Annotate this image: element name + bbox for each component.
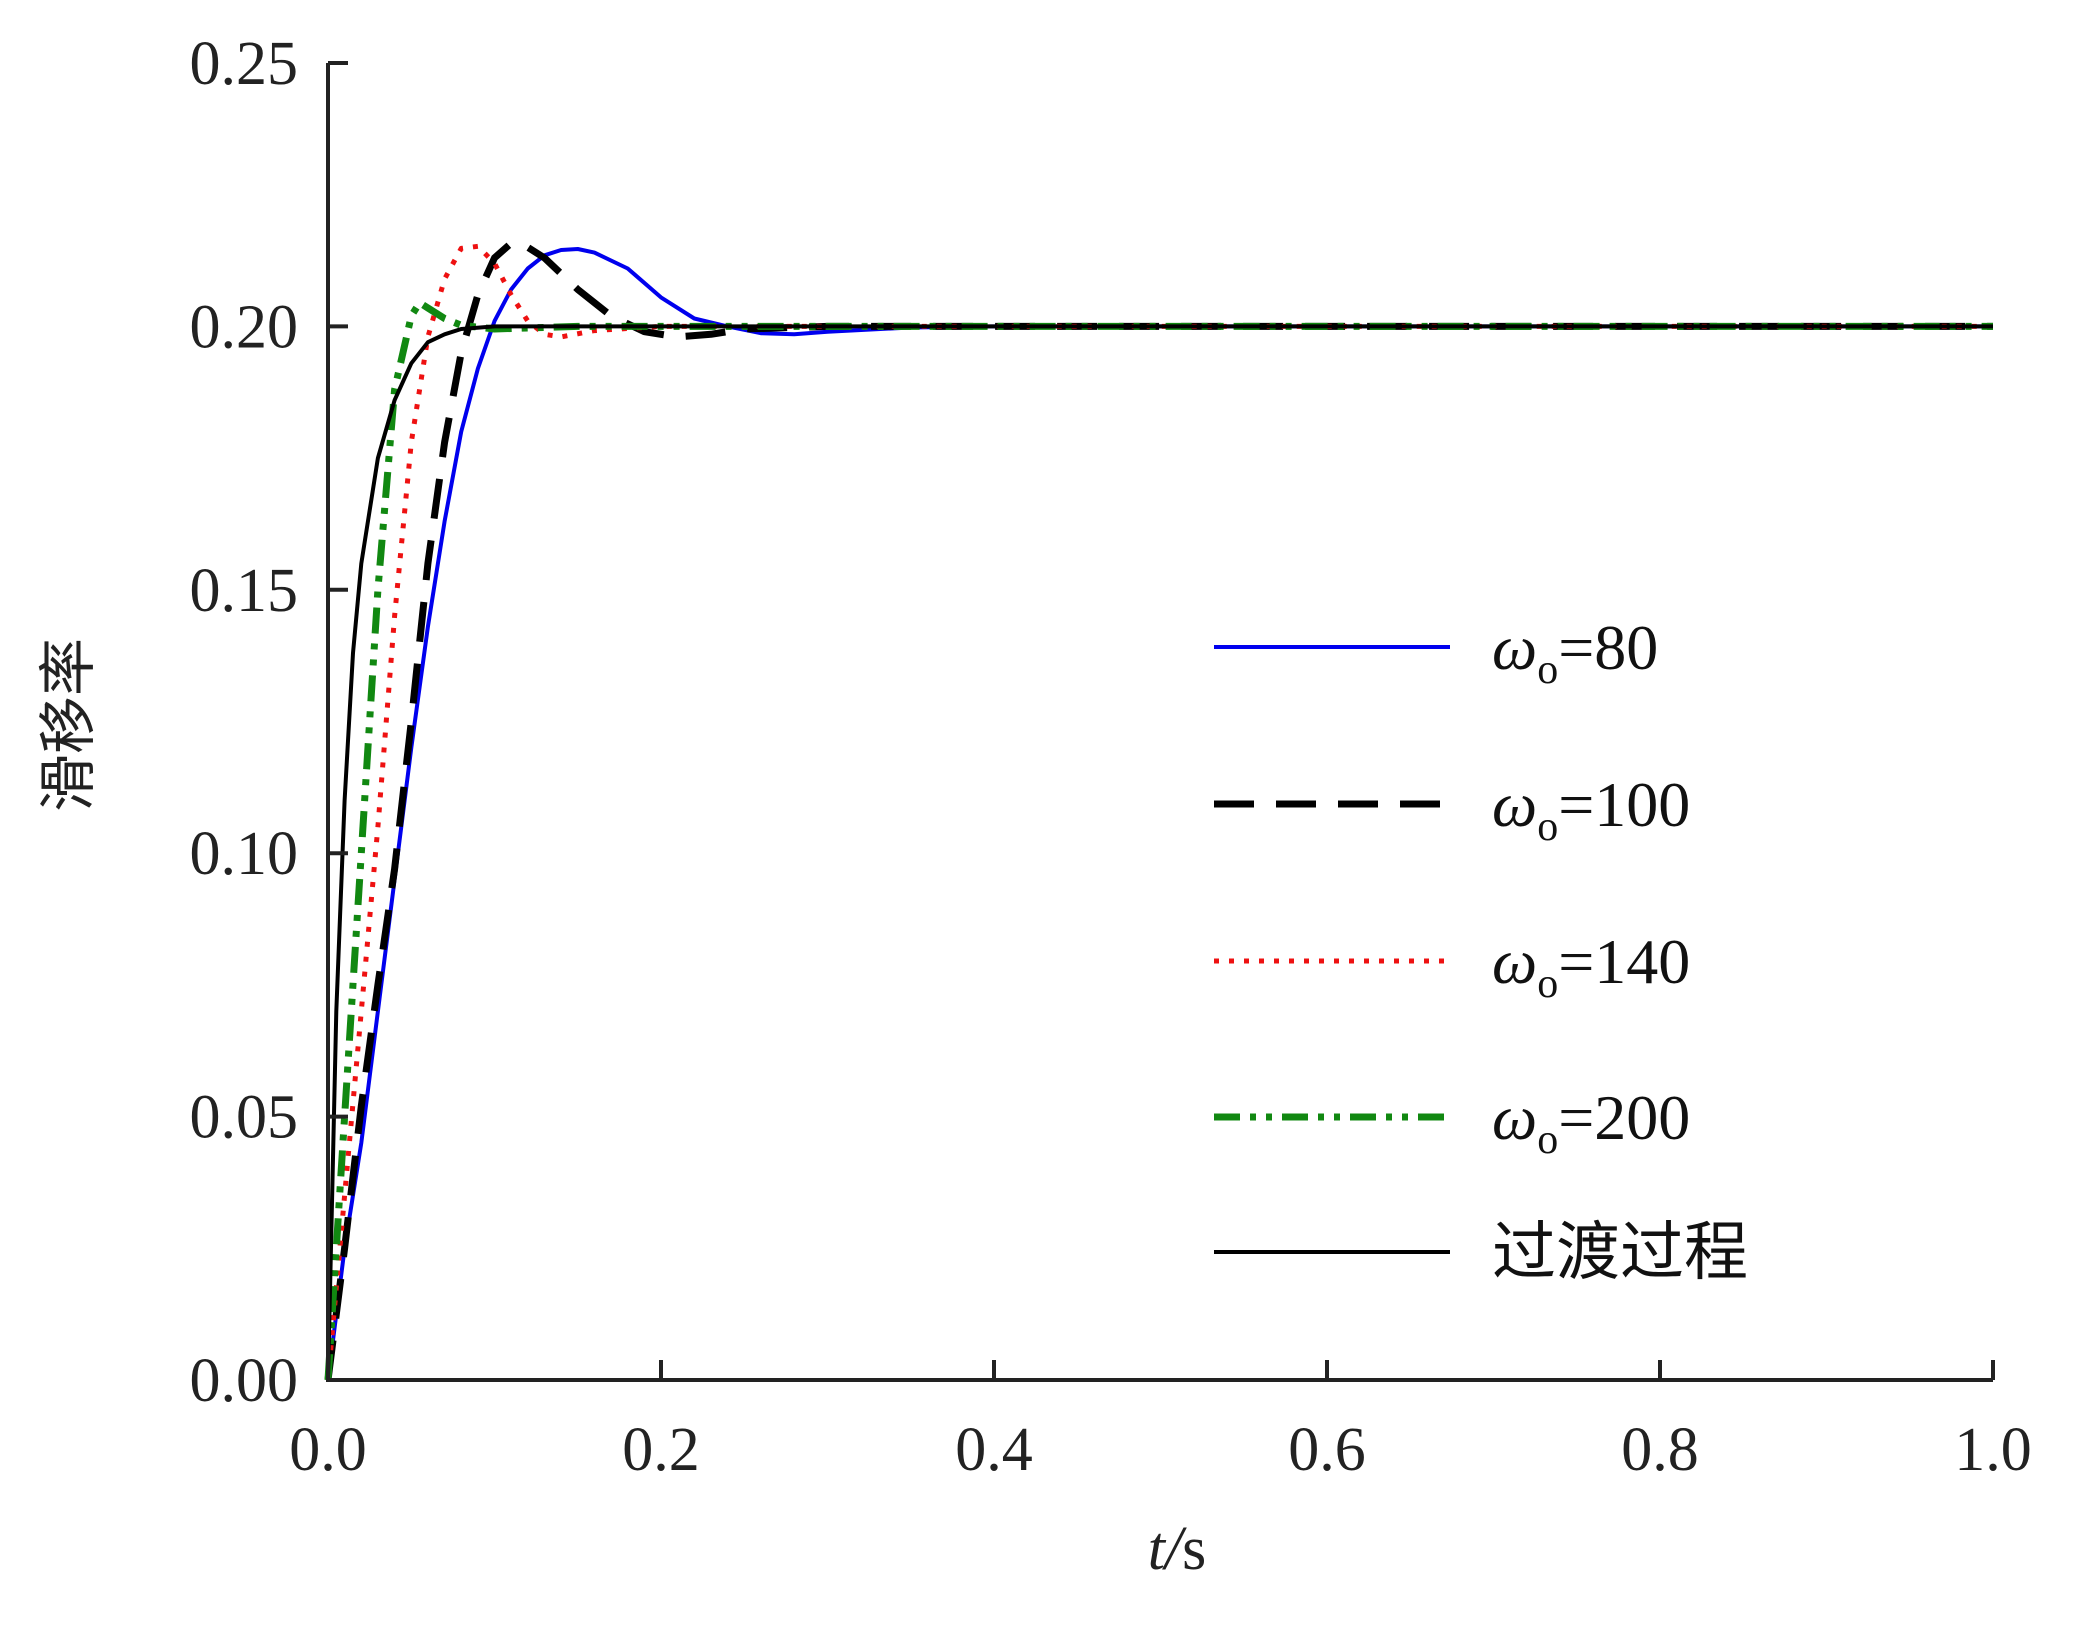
legend-item: ωo=200 xyxy=(1214,1082,1690,1163)
legend: ωo=80 ωo=100 ωo=140 ωo=200 过渡过程 xyxy=(1214,612,1748,1288)
y-tick-label: 0.15 xyxy=(190,557,299,625)
legend-label: ωo=200 xyxy=(1492,1082,1690,1163)
series-line-0 xyxy=(326,247,1993,1381)
legend-item: ωo=140 xyxy=(1214,926,1690,1007)
y-tick-label: 0.00 xyxy=(190,1347,299,1415)
axes: 0.00 0.05 0.10 0.15 0.20 0.25 0.0 0.2 0.4 0.6 0.8 1… xyxy=(190,30,2032,1484)
x-tick-label: 0.8 xyxy=(1621,1416,1699,1484)
y-axis-label: 滑移率 xyxy=(34,638,102,812)
legend-label: 过渡过程 xyxy=(1492,1217,1748,1288)
legend-label: ωo=100 xyxy=(1492,769,1690,850)
legend-item: 过渡过程 xyxy=(1214,1217,1748,1288)
series-line-4 xyxy=(326,324,1993,1381)
legend-label: ωo=80 xyxy=(1492,612,1658,693)
y-tick-label: 0.05 xyxy=(190,1084,299,1152)
x-tick-label: 0.4 xyxy=(955,1416,1033,1484)
legend-item: ωo=100 xyxy=(1214,769,1690,850)
series-layer xyxy=(324,238,1993,1381)
series-line-3 xyxy=(324,299,1993,1381)
legend-item: ωo=80 xyxy=(1214,612,1658,693)
y-tick-label: 0.20 xyxy=(190,293,299,361)
x-tick-label: 1.0 xyxy=(1954,1416,2032,1484)
legend-label: ωo=140 xyxy=(1492,926,1690,1007)
y-tick-label: 0.25 xyxy=(190,30,299,98)
series-line-2 xyxy=(325,243,1993,1381)
x-tick-label: 0.2 xyxy=(622,1416,700,1484)
x-axis-label: t/s xyxy=(1147,1515,1207,1583)
series-line-1 xyxy=(324,238,1993,1381)
y-tick-label: 0.10 xyxy=(190,820,299,888)
x-tick-label: 0.0 xyxy=(289,1416,367,1484)
axis-lines xyxy=(326,63,1993,1382)
x-tick-label: 0.6 xyxy=(1288,1416,1366,1484)
